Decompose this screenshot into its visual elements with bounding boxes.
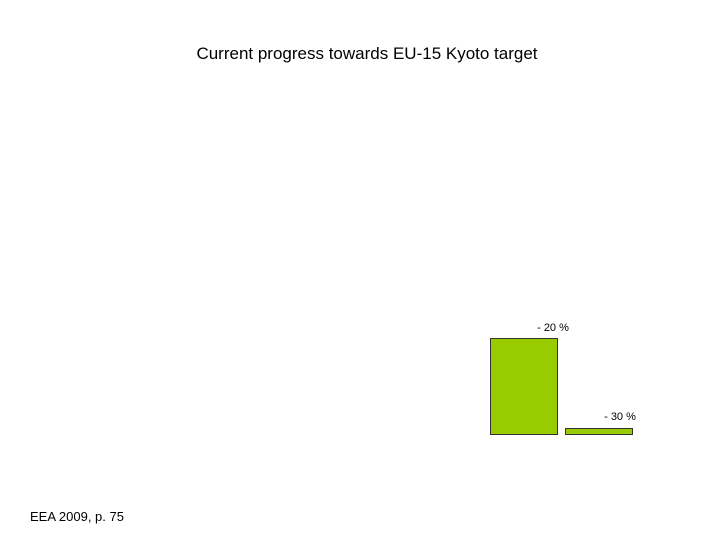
bar	[565, 428, 633, 435]
bar-label: ‑ 20 %	[537, 322, 569, 334]
title: Current progress towards EU‑15 Kyoto tar…	[196, 44, 537, 63]
bar	[490, 338, 558, 435]
bar-label: ‑ 30 %	[604, 411, 636, 423]
source: EEA 2009, p. 75	[30, 509, 124, 524]
